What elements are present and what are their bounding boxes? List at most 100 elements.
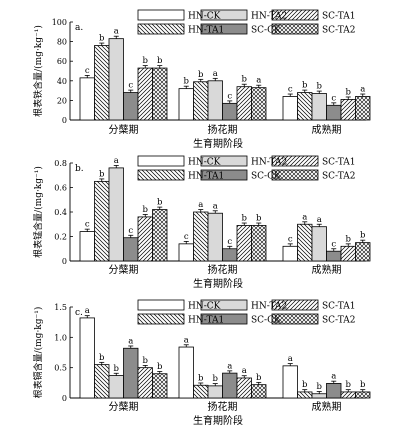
significance-letter: b <box>99 34 105 44</box>
significance-letter: b <box>346 234 352 244</box>
bar-sc-ck <box>222 102 238 121</box>
bar-sc-ta1 <box>236 86 252 121</box>
bar-sc-ta2 <box>251 384 267 399</box>
bar-sc-ck <box>123 237 139 262</box>
bar-sc-ta2 <box>355 96 371 121</box>
legend-label: HN-TA1 <box>188 26 224 36</box>
category-label: 分蘖期 <box>109 263 139 276</box>
legend-swatch <box>137 313 185 325</box>
bar-hn-ta2 <box>108 38 124 121</box>
chart-panel-2 <box>69 299 371 399</box>
category-label: 成熟期 <box>312 263 342 276</box>
significance-letter: c <box>288 234 293 244</box>
significance-letter: a <box>256 76 261 86</box>
significance-letter: c <box>85 66 90 76</box>
y-tick-label: 0.8 <box>54 159 67 168</box>
bar-sc-ta1 <box>340 391 356 399</box>
category-label: 扬花期 <box>208 263 238 276</box>
bar-hn-ck <box>79 231 95 262</box>
bar-hn-ta1 <box>297 223 313 262</box>
significance-letter: b <box>256 373 262 383</box>
bar-sc-ta2 <box>251 87 267 121</box>
bar-hn-ck <box>79 317 95 399</box>
legend-label: SC-TA2 <box>322 316 356 326</box>
legend-swatch <box>137 299 185 311</box>
significance-letter: a <box>85 306 90 316</box>
panel-label: a. <box>75 23 83 33</box>
bar-sc-ck <box>222 372 238 399</box>
legend-swatch <box>137 9 185 21</box>
legend-label: HN-TA2 <box>251 158 287 168</box>
legend-label: SC-TA1 <box>322 158 356 168</box>
y-tick-label: 0 <box>62 116 67 125</box>
y-tick-label: 1.0 <box>54 333 67 342</box>
bar-sc-ta1 <box>236 225 252 262</box>
significance-letter: c <box>128 81 133 91</box>
category-label: 扬花期 <box>208 400 238 413</box>
bar-hn-ck <box>282 365 298 399</box>
y-axis-label: 根表锰含量/(mg·kg⁻¹) <box>32 166 44 258</box>
significance-letter: b <box>242 75 248 85</box>
x-axis-label: 生育期阶段 <box>193 414 243 427</box>
category-label: 分蘖期 <box>109 400 139 413</box>
chart-panel-0 <box>69 9 371 121</box>
legend-swatch <box>137 23 185 35</box>
legend-label: HN-TA2 <box>251 12 287 22</box>
legend-swatch <box>137 155 185 167</box>
y-tick-label: 100 <box>52 18 67 27</box>
legend-swatch <box>271 313 319 325</box>
bar-hn-ta2 <box>207 385 223 399</box>
legend-label: HN-CK <box>188 158 221 168</box>
bar-hn-ta2 <box>207 212 223 262</box>
significance-letter: b <box>99 169 105 179</box>
bar-sc-ta2 <box>355 391 371 399</box>
significance-letter: c <box>227 237 232 247</box>
bar-hn-ta2 <box>207 80 223 121</box>
legend-swatch <box>137 169 185 181</box>
significance-letter: c <box>85 220 90 230</box>
bar-hn-ta2 <box>108 375 124 399</box>
significance-letter: a <box>360 85 365 95</box>
significance-letter: b <box>302 380 308 390</box>
significance-letter: b <box>346 380 352 390</box>
bar-hn-ta1 <box>193 211 209 262</box>
bar-sc-ta2 <box>152 373 168 399</box>
significance-letter: c <box>331 239 336 249</box>
bar-hn-ta2 <box>311 226 327 262</box>
significance-letter: c <box>331 93 336 103</box>
significance-letter: a <box>331 372 336 382</box>
y-axis-label: 根表铁含量/(mg·kg⁻¹) <box>32 25 44 117</box>
significance-letter: a <box>242 366 247 376</box>
significance-letter: a <box>114 27 119 37</box>
bar-sc-ck <box>326 104 342 121</box>
bar-sc-ta2 <box>355 242 371 262</box>
legend-label: SC-TA2 <box>322 26 356 36</box>
x-axis-label: 生育期阶段 <box>193 277 243 290</box>
category-label: 成熟期 <box>312 123 342 136</box>
bar-sc-ta1 <box>236 377 252 399</box>
y-tick-label: 0.2 <box>54 233 67 242</box>
panel-label: c. <box>75 308 83 318</box>
legend-label: HN-TA1 <box>188 172 224 182</box>
bar-hn-ck <box>282 245 298 262</box>
legend-label: HN-TA2 <box>251 302 287 312</box>
bar-hn-ta2 <box>311 393 327 399</box>
bar-hn-ta1 <box>94 180 110 262</box>
y-tick-label: 0.5 <box>54 364 67 373</box>
bar-hn-ta2 <box>311 93 327 121</box>
bar-sc-ta1 <box>137 67 153 121</box>
significance-letter: b <box>317 82 323 92</box>
significance-letter: a <box>302 212 307 222</box>
bar-sc-ta1 <box>340 245 356 262</box>
legend-swatch <box>200 313 248 325</box>
significance-letter: c <box>288 85 293 95</box>
x-axis-label: 生育期阶段 <box>193 137 243 150</box>
significance-letter: b <box>317 382 323 392</box>
legend-swatch <box>271 169 319 181</box>
significance-letter: b <box>157 198 163 208</box>
significance-letter: b <box>242 214 248 224</box>
legend-swatch <box>271 155 319 167</box>
legend-label: HN-CK <box>188 302 221 312</box>
category-label: 扬花期 <box>208 123 238 136</box>
legend-swatch <box>200 155 248 167</box>
